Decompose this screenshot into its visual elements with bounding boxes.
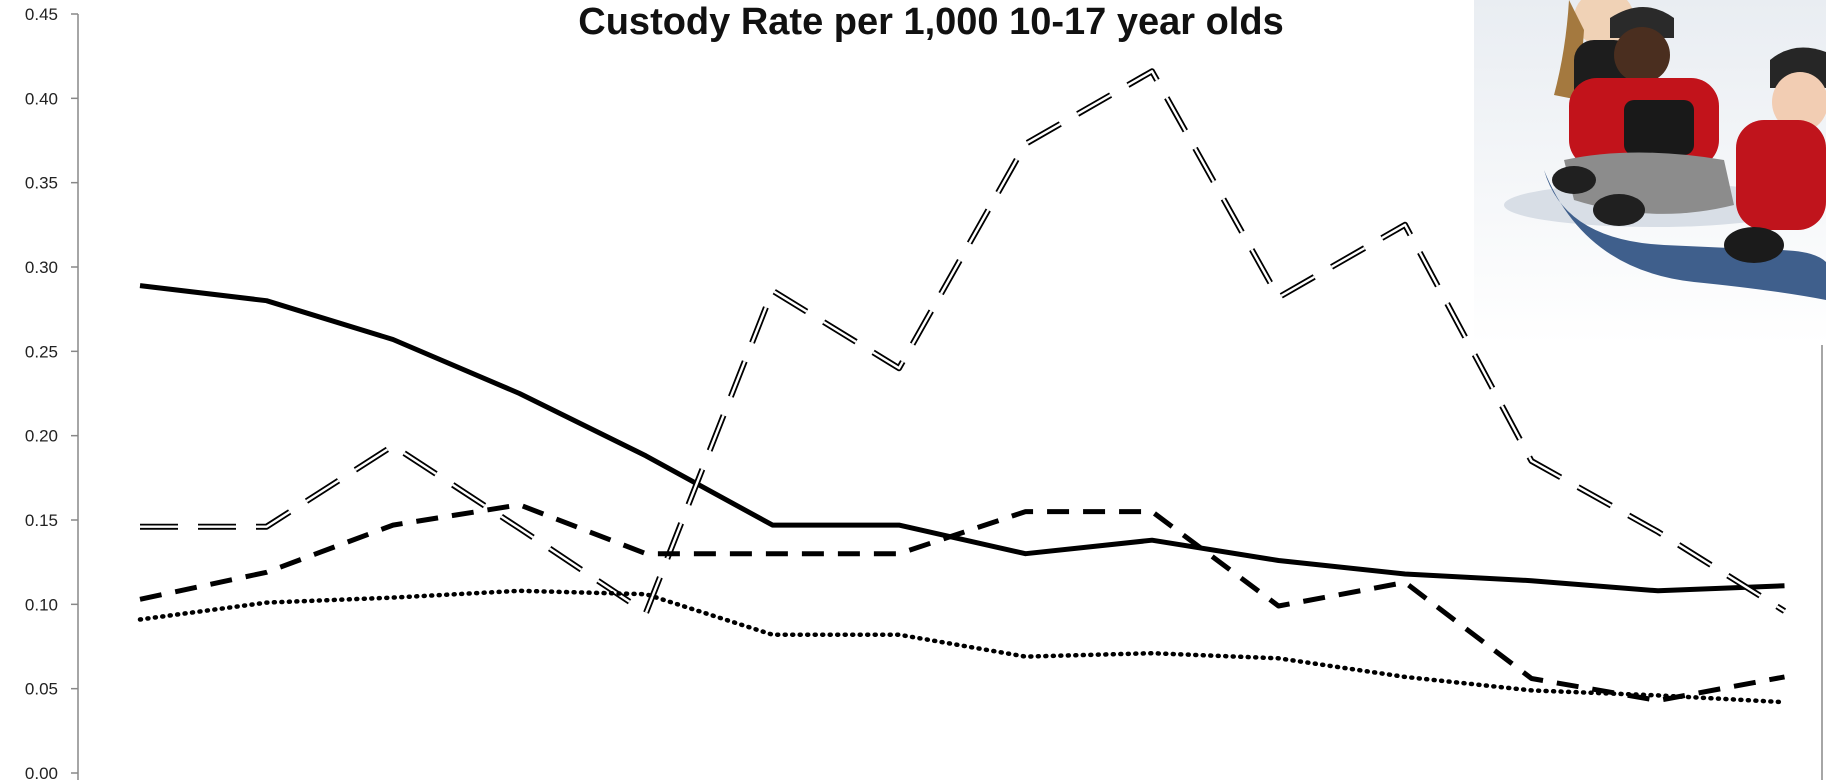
y-tick-label: 0.05 — [25, 680, 58, 699]
series-line-dotted — [137, 588, 1787, 705]
y-tick-label: 0.25 — [25, 342, 58, 361]
y-tick-label: 0.15 — [25, 511, 58, 530]
y-tick-label: 0.00 — [25, 764, 58, 780]
y-tick-label: 0.40 — [25, 89, 58, 108]
chart-title: Custody Rate per 1,000 10-17 year olds — [578, 1, 1283, 43]
y-tick-label: 0.45 — [25, 5, 58, 24]
y-tick-label: 0.35 — [25, 174, 58, 193]
y-tick-label: 0.20 — [25, 427, 58, 446]
series-layer — [137, 68, 1787, 705]
series-line-long-dashed-inner — [140, 70, 1786, 614]
y-tick-label: 0.10 — [25, 595, 58, 614]
y-axis-ticks: 0.00 0.05 0.10 0.15 0.20 0.25 0.30 0.35 0.40 0.45 — [25, 5, 78, 780]
series-line-solid — [139, 283, 1785, 594]
y-tick-label: 0.30 — [25, 258, 58, 277]
series-line-dashed — [139, 502, 1785, 703]
children-sledding-photo — [1474, 0, 1826, 345]
